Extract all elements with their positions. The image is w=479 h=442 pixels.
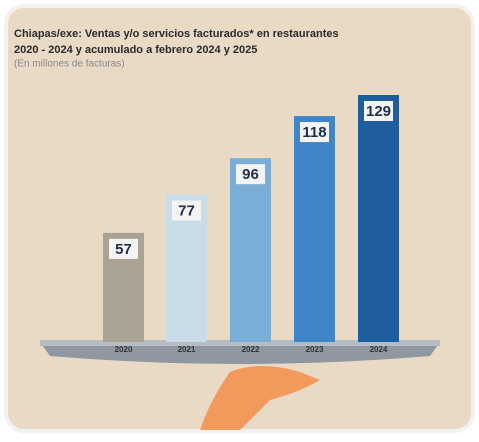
value-label: 96 [242, 166, 259, 183]
value-label: 57 [115, 241, 132, 258]
x-tick-label: 2021 [178, 345, 196, 354]
bar [294, 116, 335, 342]
chart-note: (En millones de facturas) [14, 59, 125, 70]
value-label: 118 [302, 124, 326, 141]
tray-rim [40, 340, 440, 346]
bar [230, 158, 271, 342]
hand [200, 366, 320, 430]
x-tick-label: 2023 [306, 345, 324, 354]
value-label-box [236, 164, 265, 185]
value-label: 77 [178, 203, 195, 220]
value-label-box [300, 122, 329, 143]
bar [358, 95, 399, 342]
value-label-box [364, 101, 393, 121]
value-label-box [172, 200, 201, 221]
tray [40, 342, 440, 364]
chart-title: Chiapas/exe: Ventas y/o servicios factur… [14, 28, 339, 40]
x-tick-label: 2022 [242, 345, 260, 354]
value-label: 129 [366, 103, 391, 120]
x-tick-label: 2024 [370, 345, 388, 354]
chart-subtitle: 2020 - 2024 y acumulado a febrero 2024 y… [14, 44, 257, 56]
x-tick-label: 2020 [115, 345, 133, 354]
value-label-box [109, 238, 138, 259]
